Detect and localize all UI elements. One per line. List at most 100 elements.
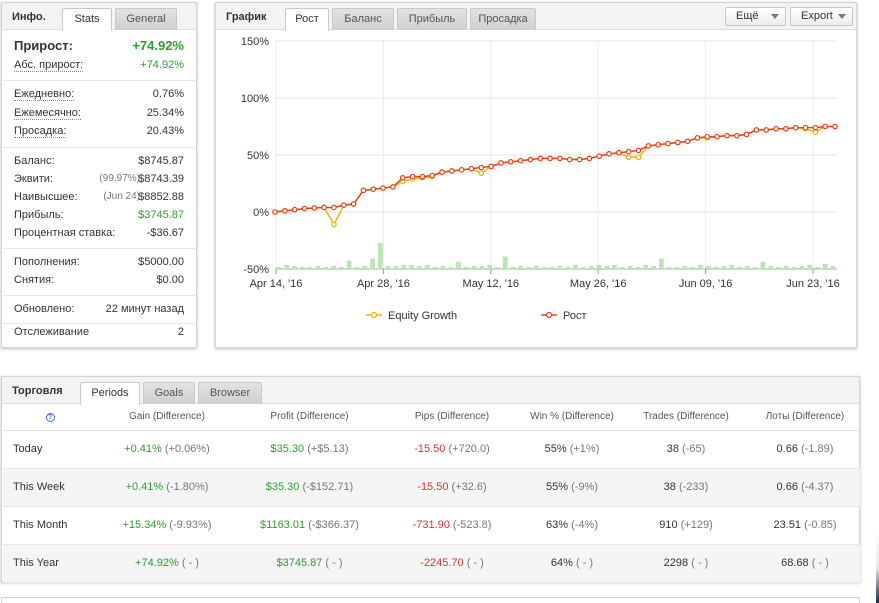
tab-goals[interactable]: Goals — [143, 382, 195, 404]
table-row: This Year +74.92% ( - ) $3745.87 ( - ) -224… — [3, 544, 860, 583]
tab-periods[interactable]: Periods — [80, 382, 140, 405]
pips-cell: -15.50 (+720.0) — [382, 430, 522, 469]
series-point — [675, 139, 681, 146]
period-cell: This Week — [3, 468, 97, 507]
series-point — [419, 173, 426, 180]
chevron-down-icon — [838, 14, 846, 19]
chart-panel: График Рост Баланс Прибыль Просадка Ещё … — [215, 2, 857, 348]
series-point — [743, 131, 750, 138]
tab-balance[interactable]: Баланс — [332, 8, 394, 30]
series-point — [380, 185, 386, 191]
pips-difference: ( - ) — [466, 557, 484, 569]
updated-value: 22 минут назад — [105, 303, 184, 315]
series-point — [792, 124, 799, 131]
volume-bar — [721, 265, 727, 269]
tab-general[interactable]: General — [115, 8, 177, 30]
tracking-value[interactable]: 2 — [177, 326, 184, 338]
volume-bar — [417, 265, 422, 269]
win-difference: (-4%) — [571, 519, 598, 531]
series-point — [606, 151, 612, 157]
column-header: Gain (Difference) — [97, 404, 237, 431]
lots-cell: 23.51 (-0.85) — [750, 506, 860, 545]
series-point — [537, 155, 544, 162]
series-point — [291, 206, 298, 213]
monthly-label[interactable]: Ежемесячно: — [14, 107, 81, 120]
drawdown-label[interactable]: Просадка: — [14, 125, 67, 138]
lots-difference: (-0.85) — [804, 519, 837, 531]
series-point — [517, 157, 524, 164]
gain-value: +15.34% — [122, 519, 167, 531]
series-point — [655, 141, 661, 148]
lots-value: 0.66 — [776, 443, 798, 455]
chart-panel-title: График — [226, 11, 267, 23]
series-point — [399, 175, 406, 181]
x-tick-label: May 26, '16 — [570, 278, 627, 290]
pips-difference: (-523.8) — [452, 519, 492, 531]
series-point — [429, 172, 435, 179]
volume-bar — [737, 266, 742, 269]
pips-difference: (+720.0) — [448, 443, 490, 455]
x-tick-label: Jun 09, '16 — [679, 278, 732, 290]
volume-bar — [580, 266, 586, 269]
export-dropdown-button[interactable]: Export — [790, 7, 853, 26]
win-cell: 64% ( - ) — [522, 544, 622, 583]
y-tick-label: 0% — [253, 207, 269, 219]
profit-value: $1163.01 — [260, 519, 306, 531]
volume-bar — [487, 264, 493, 269]
series-point — [409, 173, 416, 180]
tab-drawdown[interactable]: Просадка — [470, 8, 536, 30]
lots-difference: (-1.89) — [801, 443, 834, 455]
table-header-row: ? Gain (Difference) Profit (Difference) … — [3, 404, 860, 431]
more-dropdown-button[interactable]: Ещё — [725, 7, 786, 26]
gain-cell: +74.92% ( - ) — [97, 544, 237, 583]
interest-value: -$36.67 — [146, 227, 184, 239]
deposits-value: $5000.00 — [138, 256, 184, 268]
series-point — [478, 170, 485, 177]
abs-growth-label[interactable]: Абс. прирост: — [14, 59, 84, 72]
series-point — [350, 201, 357, 207]
volume-bar — [448, 266, 454, 269]
gain-cell: +15.34% (-9.93%) — [97, 506, 237, 545]
series-point — [507, 159, 514, 165]
tab-stats[interactable]: Stats — [62, 8, 112, 31]
volume-bar — [393, 265, 399, 269]
trades-value: 38 — [663, 481, 676, 493]
volume-bar — [284, 264, 290, 269]
legend-marker — [545, 311, 553, 319]
tab-profit[interactable]: Прибыль — [397, 8, 467, 30]
series-point — [773, 125, 779, 132]
info-panel-title: Инфо. — [12, 11, 46, 23]
interest-row: Процентная ставка: -$36.67 — [14, 227, 184, 243]
profit-difference: (-$152.71) — [302, 481, 354, 493]
interest-label: Процентная ставка: — [14, 227, 116, 239]
trading-panel-header: Торговля Periods Goals Browser — [2, 377, 859, 405]
help-icon[interactable]: ? — [45, 413, 55, 423]
lots-cell: 0.66 (-1.89) — [750, 430, 860, 469]
balance-row: Баланс: $8745.87 — [14, 155, 184, 171]
tab-growth[interactable]: Рост — [285, 8, 329, 31]
win-cell: 63% (-4%) — [522, 506, 622, 545]
series-point — [576, 156, 583, 163]
trades-value: 38 — [666, 443, 679, 455]
equity-row: Эквити: (99.97%) $8743.39 — [14, 173, 184, 189]
info-panel: Инфо. Stats General Прирост: +74.92% Абс… — [1, 2, 197, 348]
legend-label: Equity Growth — [388, 310, 457, 322]
series-point — [704, 133, 711, 140]
daily-label[interactable]: Ежедневно: — [14, 88, 75, 101]
series-point — [272, 209, 278, 215]
pips-cell: -15.50 (+32.6) — [382, 468, 522, 507]
series-point — [635, 147, 642, 154]
volume-bar — [596, 264, 602, 269]
volume-bar — [292, 265, 297, 269]
deposits-row: Пополнения: $5000.00 — [14, 256, 184, 272]
x-tick-label: Jun 23, '16 — [786, 278, 839, 290]
series-point — [625, 148, 632, 155]
series-point — [360, 187, 367, 194]
volume-bar — [729, 264, 735, 269]
profit-cell: $35.30 (-$152.71) — [237, 468, 382, 507]
tab-browser[interactable]: Browser — [198, 382, 262, 404]
growth-chart[interactable]: 150% 100% 50% 0% -50% Apr 14, '16 Apr 28, '16 M… — [216, 31, 856, 347]
lots-cell: 68.68 ( - ) — [750, 544, 860, 583]
column-header: Pips (Difference) — [382, 404, 522, 431]
volume-bar — [799, 265, 805, 269]
